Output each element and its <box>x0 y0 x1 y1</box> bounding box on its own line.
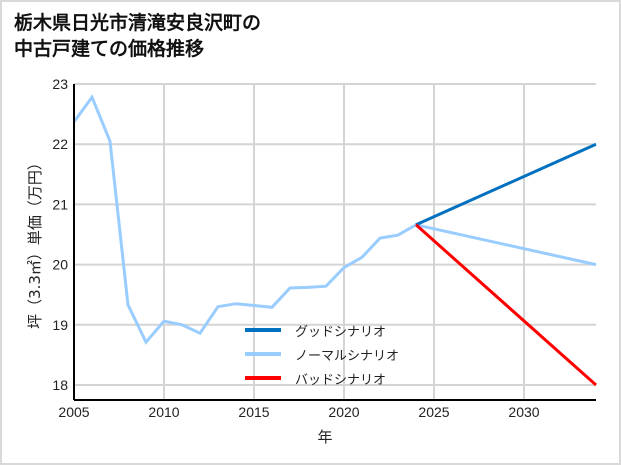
legend-item-good: グッドシナリオ <box>245 318 399 342</box>
y-tick-label: 21 <box>52 196 68 212</box>
legend-swatch-normal <box>245 352 281 356</box>
x-axis-label: 年 <box>317 428 332 446</box>
x-tick-label: 2010 <box>148 404 179 420</box>
title-line-1: 栃木県日光市清滝安良沢町の <box>14 12 262 34</box>
x-tick-label: 2015 <box>238 404 269 420</box>
y-tick-label: 23 <box>52 76 68 92</box>
legend-swatch-bad <box>245 376 281 380</box>
legend-swatch-good <box>245 328 281 332</box>
y-tick-label: 19 <box>52 317 68 333</box>
y-tick-label: 20 <box>52 257 68 273</box>
legend-item-bad: バッドシナリオ <box>245 366 399 390</box>
chart-legend: グッドシナリオ ノーマルシナリオ バッドシナリオ <box>245 318 399 390</box>
legend-label-good: グッドシナリオ <box>295 324 387 340</box>
y-tick-label: 22 <box>52 136 68 152</box>
series-line <box>415 142 597 227</box>
x-tick-label: 2030 <box>508 404 539 420</box>
x-tick-label: 2005 <box>58 404 89 420</box>
legend-label-normal: ノーマルシナリオ <box>295 348 400 364</box>
series-line <box>415 223 597 387</box>
series-line <box>72 94 597 345</box>
y-tick-label: 18 <box>52 377 68 393</box>
x-tick-label: 2025 <box>418 404 449 420</box>
y-axis-label: 坪（3.3㎡）単価（万円） <box>26 155 44 329</box>
x-tick-label: 2020 <box>328 404 359 420</box>
legend-item-normal: ノーマルシナリオ <box>245 342 399 366</box>
chart-title: 栃木県日光市清滝安良沢町の 中古戸建ての価格推移 <box>14 10 261 62</box>
title-line-2: 中古戸建ての価格推移 <box>14 38 205 60</box>
legend-label-bad: バッドシナリオ <box>295 372 387 388</box>
